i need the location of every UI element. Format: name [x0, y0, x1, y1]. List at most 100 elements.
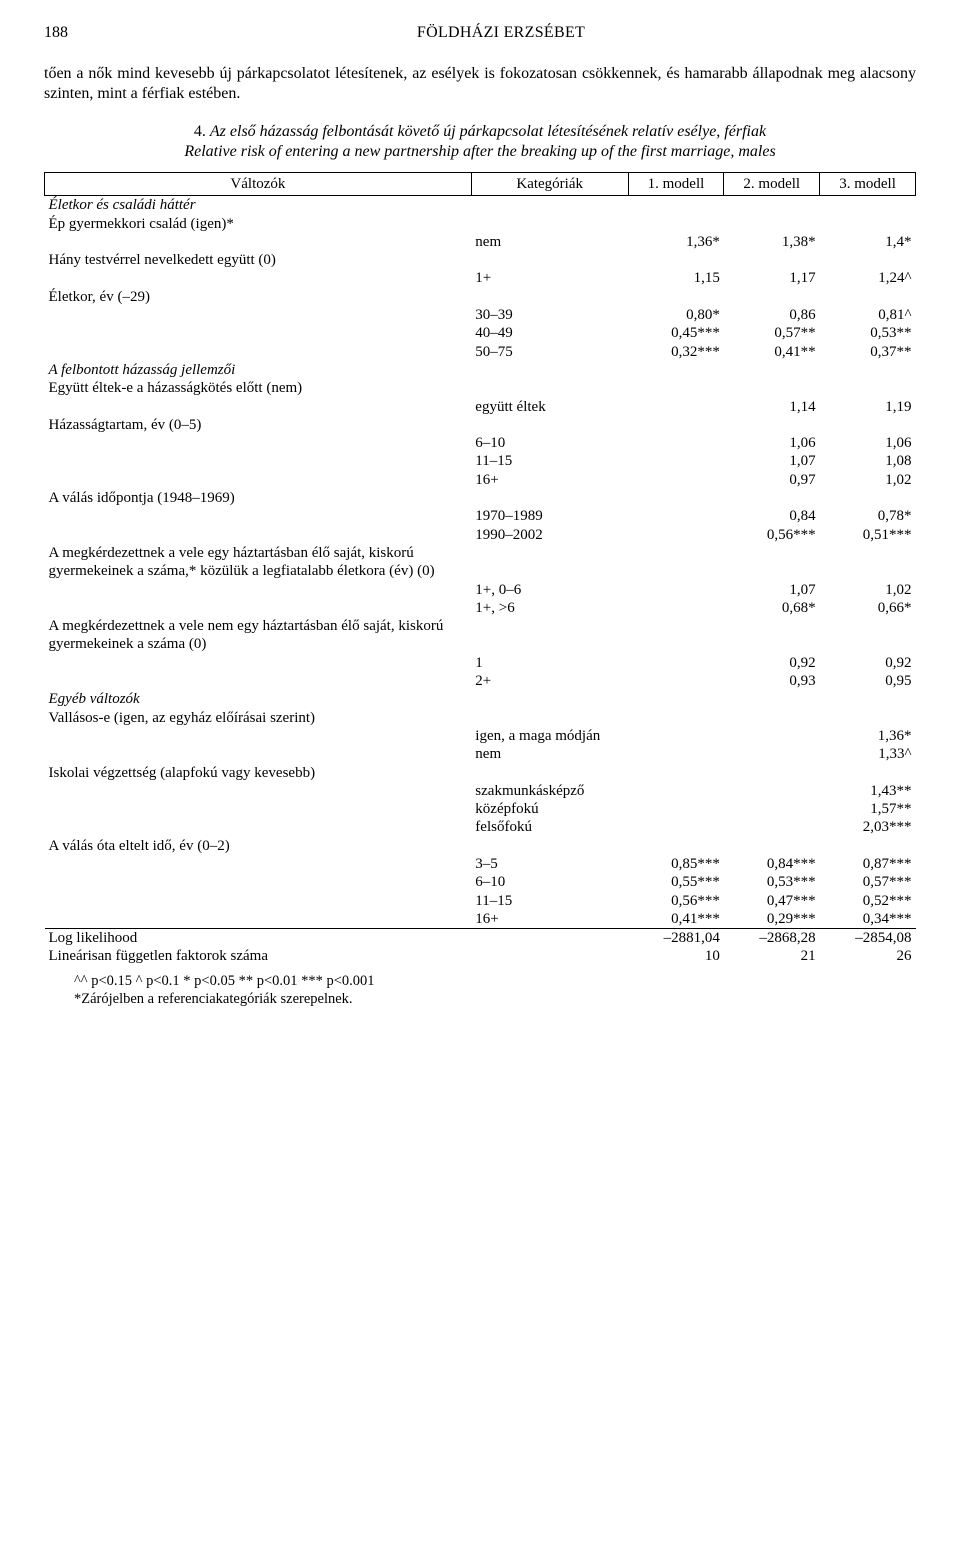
table-row: Iskolai végzettség (alapfokú vagy kevese… [45, 764, 916, 782]
model1-value [628, 617, 724, 654]
variable-label [45, 471, 472, 489]
model1-value [628, 837, 724, 855]
model2-value: 1,14 [724, 398, 820, 416]
table-row: 16+0,971,02 [45, 471, 916, 489]
model1-value [628, 452, 724, 470]
table-row: Életkor, év (–29) [45, 288, 916, 306]
model3-value [820, 251, 916, 269]
table-row: 50–750,32***0,41**0,37** [45, 343, 916, 361]
model3-value: 1,57** [820, 800, 916, 818]
footnote-significance: ^^ p<0.15 ^ p<0.1 * p<0.05 ** p<0.01 ***… [74, 972, 916, 990]
model3-value: 0,81^ [820, 306, 916, 324]
model2-value: 0,29*** [724, 910, 820, 929]
model1-value [628, 654, 724, 672]
category-label: 16+ [471, 910, 628, 929]
table-row: 16+0,41***0,29***0,34*** [45, 910, 916, 929]
model3-value: 1,02 [820, 471, 916, 489]
model2-value: 0,41** [724, 343, 820, 361]
model2-value [724, 764, 820, 782]
model2-value: 0,56*** [724, 526, 820, 544]
table-row: 3–50,85***0,84***0,87*** [45, 855, 916, 873]
model2-value: 0,92 [724, 654, 820, 672]
variable-label [45, 434, 472, 452]
model3-value: 1,02 [820, 581, 916, 599]
model1-value [628, 544, 724, 581]
model3-value: 1,08 [820, 452, 916, 470]
model1-value: 1,36* [628, 233, 724, 251]
model3-value [820, 215, 916, 233]
model3-value: 0,66* [820, 599, 916, 617]
footer-row: Log likelihood–2881,04–2868,28–2854,08 [45, 929, 916, 948]
section-title-row: Életkor és családi háttér [45, 196, 916, 215]
footer-m3: –2854,08 [820, 929, 916, 948]
model1-value [628, 398, 724, 416]
footer-m3: 26 [820, 947, 916, 965]
model1-value: 0,80* [628, 306, 724, 324]
category-label: 1990–2002 [471, 526, 628, 544]
table-row: nem1,33^ [45, 745, 916, 763]
table-row: 1+1,151,171,24^ [45, 269, 916, 287]
variable-label: Életkor, év (–29) [45, 288, 472, 306]
model3-value [820, 379, 916, 397]
table-row: 40–490,45***0,57**0,53** [45, 324, 916, 342]
table-row: 1+, 0–61,071,02 [45, 581, 916, 599]
model2-value: 1,06 [724, 434, 820, 452]
category-label: együtt éltek [471, 398, 628, 416]
model2-value: 0,97 [724, 471, 820, 489]
variable-label [45, 800, 472, 818]
variable-label: Hány testvérrel nevelkedett együtt (0) [45, 251, 472, 269]
table-row: 6–101,061,06 [45, 434, 916, 452]
table-row: nem1,36*1,38*1,4* [45, 233, 916, 251]
table-row: 2+0,930,95 [45, 672, 916, 690]
category-label: 11–15 [471, 892, 628, 910]
model1-value: 0,85*** [628, 855, 724, 873]
category-label: 6–10 [471, 873, 628, 891]
model1-value [628, 434, 724, 452]
category-label [471, 764, 628, 782]
table-row: A megkérdezettnek a vele egy háztartásba… [45, 544, 916, 581]
model1-value [628, 727, 724, 745]
model3-value [820, 709, 916, 727]
model2-value: 0,84*** [724, 855, 820, 873]
category-label: 1+ [471, 269, 628, 287]
model2-value: 1,17 [724, 269, 820, 287]
variable-label [45, 526, 472, 544]
model1-value [628, 416, 724, 434]
model1-value: 0,45*** [628, 324, 724, 342]
model2-value [724, 745, 820, 763]
model3-value: 1,4* [820, 233, 916, 251]
table-row: 1990–20020,56***0,51*** [45, 526, 916, 544]
page-header: 188 FÖLDHÁZI ERZSÉBET [44, 24, 916, 42]
model1-value: 0,32*** [628, 343, 724, 361]
model2-value [724, 617, 820, 654]
model3-value [820, 617, 916, 654]
model2-value [724, 727, 820, 745]
footer-m1: –2881,04 [628, 929, 724, 948]
table-row: felsőfokú2,03*** [45, 818, 916, 836]
model1-value [628, 709, 724, 727]
model3-value: 1,36* [820, 727, 916, 745]
variable-label [45, 727, 472, 745]
model1-value [628, 489, 724, 507]
footer-row: Lineárisan független faktorok száma10212… [45, 947, 916, 965]
table-row: Házasságtartam, év (0–5) [45, 416, 916, 434]
category-label [471, 837, 628, 855]
variable-label [45, 233, 472, 251]
section-title: A felbontott házasság jellemzői [45, 361, 472, 379]
model1-value [628, 800, 724, 818]
category-label: 3–5 [471, 855, 628, 873]
variable-label: A válás időpontja (1948–1969) [45, 489, 472, 507]
model1-value: 1,15 [628, 269, 724, 287]
variable-label [45, 892, 472, 910]
footer-m1: 10 [628, 947, 724, 965]
model3-value: 0,78* [820, 507, 916, 525]
model3-value [820, 544, 916, 581]
table-row: Hány testvérrel nevelkedett együtt (0) [45, 251, 916, 269]
category-label: 6–10 [471, 434, 628, 452]
model1-value [628, 471, 724, 489]
table-row: szakmunkásképző1,43** [45, 782, 916, 800]
model3-value: 1,43** [820, 782, 916, 800]
footer-label: Lineárisan független faktorok száma [45, 947, 472, 965]
model1-value [628, 526, 724, 544]
caption-english-1: Relative risk of entering a new partners… [184, 143, 775, 160]
